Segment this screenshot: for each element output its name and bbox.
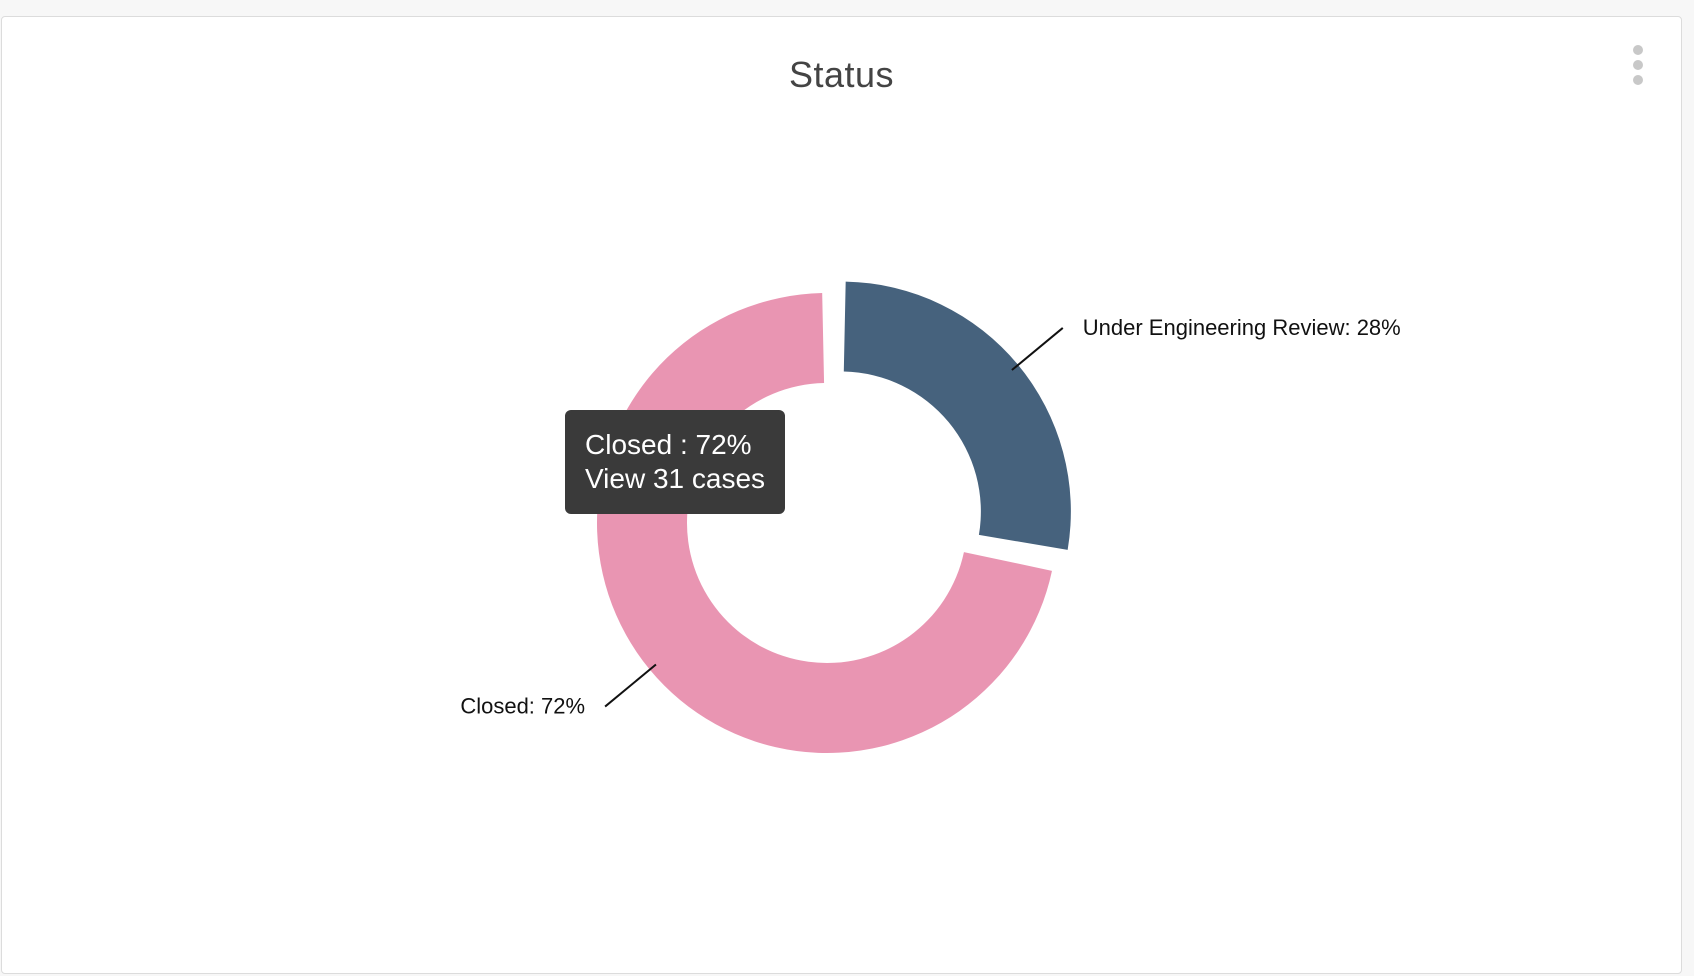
leader-line-under-engineering-review bbox=[1011, 327, 1064, 371]
more-vertical-icon[interactable] bbox=[1623, 43, 1653, 87]
slice-closed[interactable] bbox=[597, 293, 1052, 753]
menu-dot bbox=[1633, 60, 1643, 70]
chart-title: Status bbox=[788, 54, 895, 95]
slice-under-engineering-review[interactable] bbox=[843, 281, 1071, 550]
tooltip-cases-link[interactable]: View 31 cases bbox=[585, 463, 766, 494]
slice-label-closed: Closed: 72% bbox=[460, 694, 585, 719]
menu-dot bbox=[1633, 45, 1643, 55]
menu-dot bbox=[1633, 75, 1643, 85]
slice-tooltip[interactable]: Closed : 72% View 31 cases bbox=[565, 410, 786, 514]
leader-line-closed bbox=[604, 663, 657, 708]
slice-label-under-engineering-review: Under Engineering Review: 28% bbox=[1083, 315, 1401, 340]
tooltip-value: Closed : 72% bbox=[585, 429, 752, 460]
chart-card: Status bbox=[1, 16, 1682, 974]
